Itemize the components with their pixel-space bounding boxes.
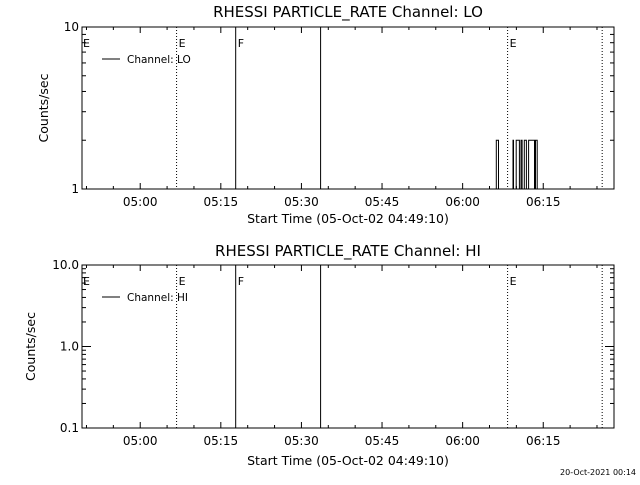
footer-timestamp: 20-Oct-2021 00:14 xyxy=(560,468,636,477)
x-tick-label: 05:30 xyxy=(284,195,319,209)
y-axis-label: Counts/sec xyxy=(36,73,51,142)
y-tick-label: 0.1 xyxy=(60,421,79,435)
event-marker-label: E xyxy=(179,37,186,50)
x-axis-label: Start Time (05-Oct-02 04:49:10) xyxy=(247,211,449,226)
x-tick-label: 05:45 xyxy=(365,195,400,209)
edge-marker-label: E xyxy=(83,275,90,288)
legend-label: Channel: HI xyxy=(127,292,188,304)
chart-title: RHESSI PARTICLE_RATE Channel: LO xyxy=(213,3,483,22)
chart-title: RHESSI PARTICLE_RATE Channel: HI xyxy=(215,242,481,261)
x-tick-label: 05:15 xyxy=(204,195,239,209)
legend-label: Channel: LO xyxy=(127,54,191,66)
event-marker-label: F xyxy=(238,37,244,50)
x-tick-label: 06:00 xyxy=(445,434,480,448)
x-tick-label: 05:15 xyxy=(204,434,239,448)
edge-marker-label: E xyxy=(83,37,90,50)
event-marker-label: E xyxy=(179,275,186,288)
series-line-1 xyxy=(495,139,538,190)
chart-panel-1: RHESSI PARTICLE_RATE Channel: LO Start Ti… xyxy=(36,3,615,226)
y-axis-label: Counts/sec xyxy=(23,312,38,381)
x-tick-label: 06:15 xyxy=(526,434,561,448)
y-tick-label: 10.0 xyxy=(52,258,79,272)
x-tick-label: 06:00 xyxy=(445,195,480,209)
y-tick-label: 1.0 xyxy=(60,340,79,354)
x-axis-label: Start Time (05-Oct-02 04:49:10) xyxy=(247,453,449,468)
x-tick-label: 05:00 xyxy=(123,434,158,448)
x-tick-label: 06:15 xyxy=(526,195,561,209)
x-tick-label: 05:45 xyxy=(365,434,400,448)
y-tick-label: 1 xyxy=(71,182,79,196)
x-tick-label: 05:30 xyxy=(284,434,319,448)
event-marker-label: E xyxy=(510,275,517,288)
y-tick-label: 10 xyxy=(64,20,79,34)
event-marker-label: F xyxy=(238,275,244,288)
event-marker-label: E xyxy=(510,37,517,50)
plot-frame xyxy=(81,264,615,429)
x-tick-label: 05:00 xyxy=(123,195,158,209)
chart-panel-2: RHESSI PARTICLE_RATE Channel: HI Start Ti… xyxy=(23,242,615,468)
plot-frame xyxy=(81,26,615,190)
